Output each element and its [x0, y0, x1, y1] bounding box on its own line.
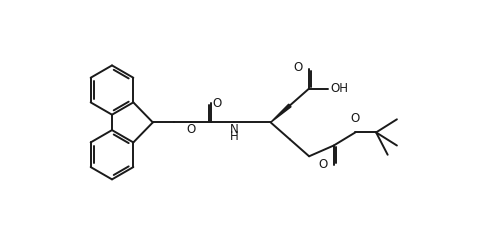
- Text: O: O: [213, 97, 222, 110]
- Text: O: O: [351, 112, 360, 125]
- Text: OH: OH: [330, 82, 348, 95]
- Text: N: N: [230, 123, 239, 136]
- Polygon shape: [271, 104, 291, 122]
- Text: O: O: [186, 123, 196, 136]
- Text: O: O: [294, 61, 303, 74]
- Text: H: H: [230, 130, 239, 143]
- Text: O: O: [319, 158, 328, 171]
